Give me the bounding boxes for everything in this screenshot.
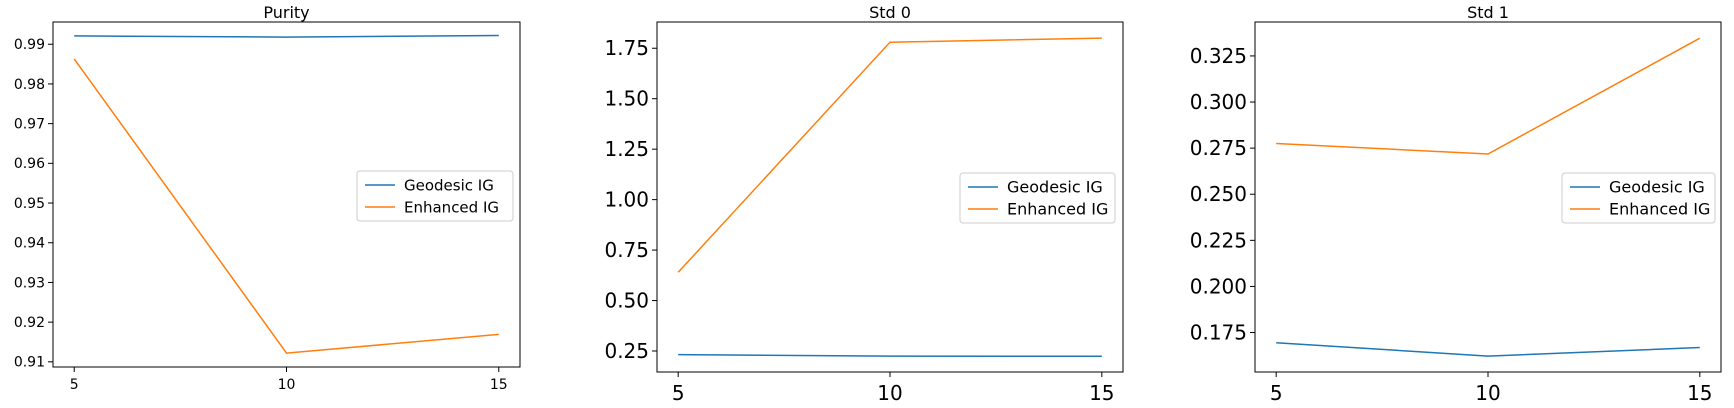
legend: Geodesic IG Enhanced IG <box>959 172 1116 224</box>
legend-box <box>1561 172 1716 224</box>
legend-label: Geodesic IG <box>1609 178 1705 197</box>
chart-panel-2: Std 0 0.25 0.50 0.75 1.00 1.25 1.50 1.75 5 10 15 Ge… <box>604 3 1124 405</box>
chart-title: Std 1 <box>1467 3 1509 22</box>
y-tick-label: 1.75 <box>604 36 649 60</box>
y-tick-label: 1.25 <box>604 137 649 161</box>
y-tick-label: 0.275 <box>1190 136 1247 160</box>
legend-label: Enhanced IG <box>1007 200 1108 219</box>
y-tick-label: 0.91 <box>14 355 45 371</box>
y-tick-label: 0.75 <box>604 238 649 262</box>
legend: Geodesic IG Enhanced IG <box>1561 172 1716 224</box>
y-tick-label: 0.25 <box>604 339 649 363</box>
x-tick-label: 5 <box>70 377 79 393</box>
legend-label: Enhanced IG <box>1609 200 1710 219</box>
y-tick-label: 0.94 <box>14 236 45 252</box>
x-tick-label: 10 <box>877 381 902 405</box>
series-line-geodesic-ig <box>1276 341 1700 357</box>
series-line-enhanced-ig <box>1276 37 1701 155</box>
y-tick-label: 0.93 <box>14 275 45 291</box>
y-tick-label: 0.175 <box>1190 321 1247 345</box>
series-line-geodesic-ig <box>678 353 1102 358</box>
x-tick-label: 5 <box>672 381 685 405</box>
y-tick-label: 0.99 <box>14 37 45 53</box>
y-tick-label: 1.50 <box>604 87 649 111</box>
series-line-enhanced-ig <box>73 58 499 354</box>
legend-box <box>356 170 514 222</box>
y-tick-label: 0.92 <box>14 315 45 331</box>
x-tick-label: 10 <box>1475 381 1500 405</box>
y-tick-label: 0.200 <box>1190 274 1247 298</box>
x-tick-label: 5 <box>1270 381 1283 405</box>
y-tick-label: 0.98 <box>14 77 45 93</box>
chart-panel-1: Purity 0.91 0.92 0.93 0.94 0.95 0.96 0.97 0.98 0.… <box>14 3 521 393</box>
legend-label: Geodesic IG <box>1007 178 1103 197</box>
legend-box <box>959 172 1116 224</box>
y-tick-label: 0.50 <box>604 289 649 313</box>
y-tick-label: 0.250 <box>1190 182 1247 206</box>
legend-label: Enhanced IG <box>404 198 499 216</box>
x-tick-label: 10 <box>278 377 296 393</box>
plot-area-frame <box>52 21 521 368</box>
y-tick-label: 0.225 <box>1190 228 1247 252</box>
x-tick-label: 15 <box>490 377 508 393</box>
chart-title: Purity <box>263 3 309 22</box>
legend-label: Geodesic IG <box>404 176 494 194</box>
plot-area-frame <box>656 21 1124 373</box>
x-tick-label: 15 <box>1089 381 1114 405</box>
series-line-geodesic-ig <box>74 34 499 38</box>
y-tick-label: 0.97 <box>14 117 45 133</box>
plot-area-frame <box>1254 21 1722 373</box>
chart-title: Std 0 <box>869 3 911 22</box>
legend: Geodesic IG Enhanced IG <box>356 170 514 222</box>
y-tick-label: 0.95 <box>14 196 45 212</box>
y-tick-label: 1.00 <box>604 188 649 212</box>
series-line-enhanced-ig <box>677 37 1102 273</box>
y-tick-label: 0.325 <box>1190 44 1247 68</box>
chart-panel-3: Std 1 0.175 0.200 0.225 0.250 0.275 0.300 0.325… <box>1190 3 1722 405</box>
x-tick-label: 15 <box>1687 381 1712 405</box>
y-tick-label: 0.300 <box>1190 90 1247 114</box>
y-tick-label: 0.96 <box>14 156 45 172</box>
